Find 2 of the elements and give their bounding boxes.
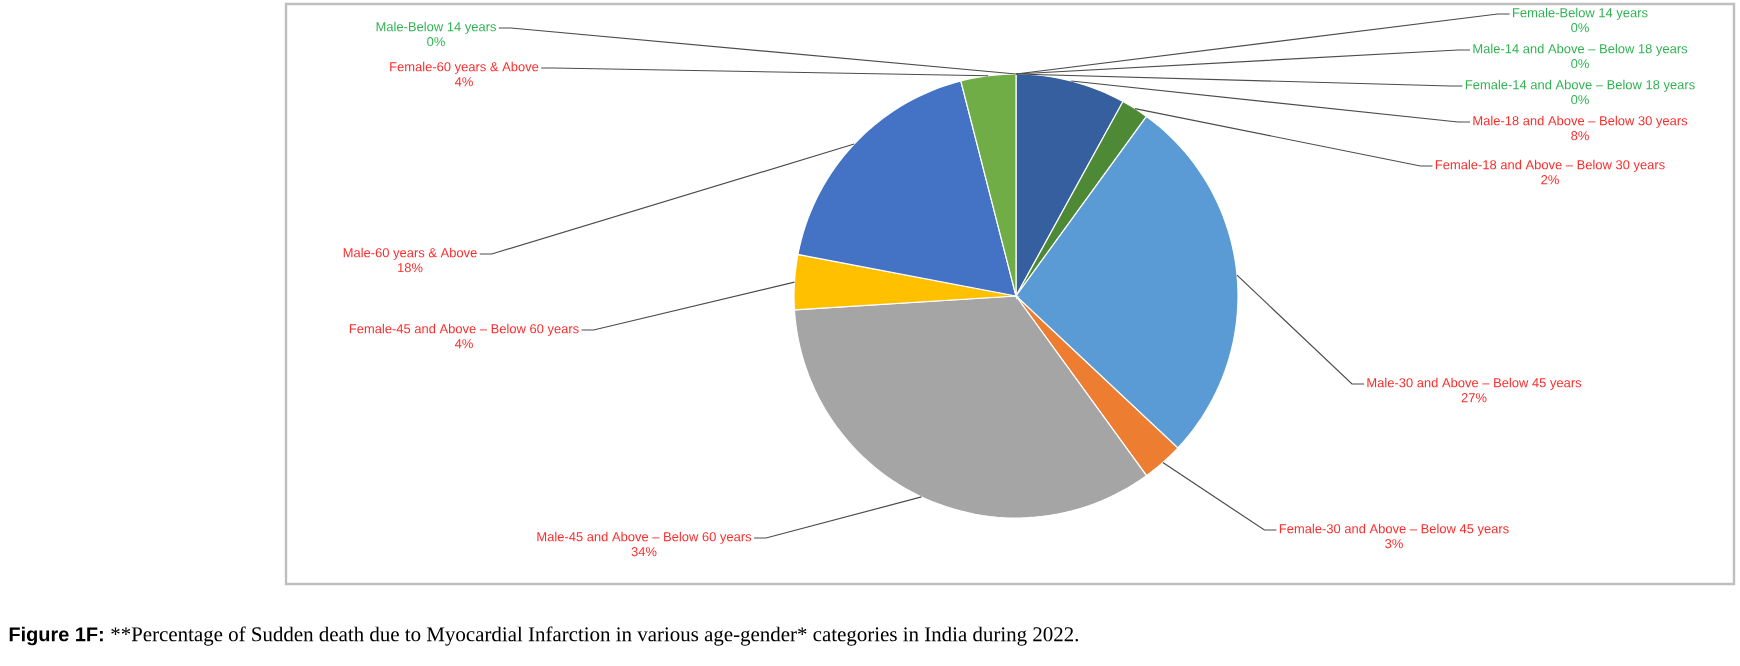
text: **Percentage of Sudden death due to Myocardial Infarction in various age-gender* categories in India during 2022.: [111, 626, 1079, 646]
caption: Figure 1F:: [9, 626, 103, 646]
